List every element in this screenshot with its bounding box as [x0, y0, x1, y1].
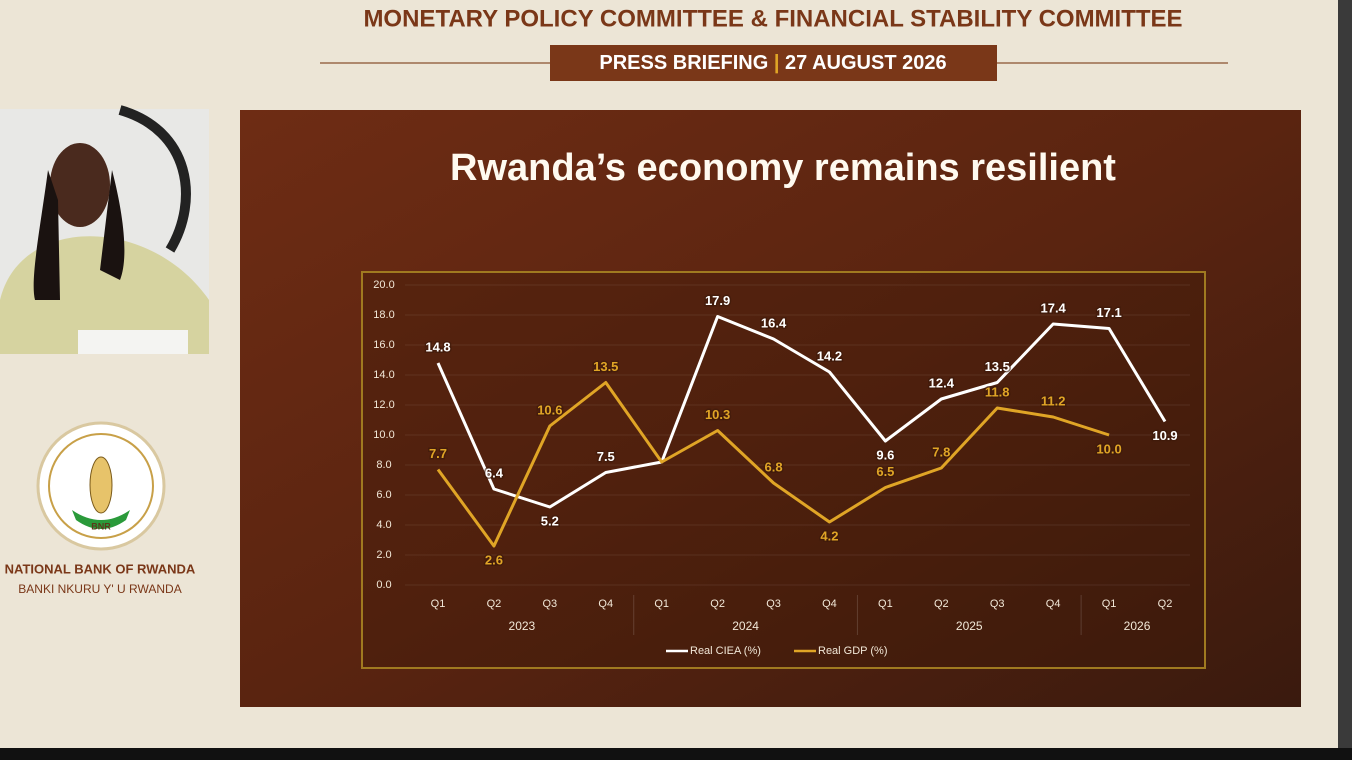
banner-left: PRESS BRIEFING: [599, 52, 768, 74]
x-group-label: 2023: [509, 619, 536, 633]
banner-right: 27 AUGUST 2026: [785, 52, 947, 74]
header-title: MONETARY POLICY COMMITTEE & FINANCIAL ST…: [363, 5, 1182, 32]
y-tick-label: 0.0: [376, 579, 391, 591]
data-label: 6.5: [876, 464, 894, 479]
x-group-label: 2026: [1124, 619, 1151, 633]
data-label: 17.1: [1096, 305, 1121, 320]
slide: [240, 110, 1301, 707]
data-label: 14.8: [425, 339, 450, 354]
data-label: 17.9: [705, 293, 730, 308]
x-tick-label: Q3: [543, 598, 558, 610]
y-tick-label: 16.0: [373, 339, 394, 351]
y-tick-label: 6.0: [376, 489, 391, 501]
data-label: 7.5: [597, 449, 615, 464]
x-tick-label: Q1: [431, 598, 446, 610]
banner: [550, 45, 997, 81]
y-tick-label: 2.0: [376, 549, 391, 561]
x-group-label: 2024: [732, 619, 759, 633]
x-tick-label: Q2: [710, 598, 725, 610]
speaker-video: [0, 105, 209, 354]
x-tick-label: Q2: [1158, 598, 1173, 610]
data-label: 7.7: [429, 446, 447, 461]
data-label: 17.4: [1040, 300, 1066, 315]
data-label: 10.6: [537, 402, 562, 417]
logo-text: BNR: [91, 521, 111, 531]
data-label: 11.2: [1041, 393, 1066, 408]
bank-logo: BNR: [36, 421, 166, 551]
y-tick-label: 14.0: [373, 369, 394, 381]
x-tick-label: Q1: [1102, 598, 1117, 610]
data-label: 13.5: [593, 359, 618, 374]
y-tick-label: 10.0: [373, 429, 394, 441]
data-label: 4.2: [820, 528, 838, 543]
data-label: 10.9: [1152, 428, 1177, 443]
banner-separator: |: [774, 52, 780, 74]
data-label: 11.8: [985, 384, 1010, 399]
x-tick-label: Q2: [487, 598, 502, 610]
x-tick-label: Q1: [654, 598, 669, 610]
x-tick-label: Q4: [822, 598, 837, 610]
data-label: 9.6: [876, 447, 894, 462]
x-tick-label: Q4: [598, 598, 613, 610]
bank-name: NATIONAL BANK OF RWANDA: [5, 561, 196, 576]
plot: 0.0 2.0 4.0 6.0 8.0 10.0 12.0 14.0 16.0 18.0 20.0 Q…: [373, 279, 1190, 657]
logo-inner: [48, 433, 154, 539]
bottom-strip: [0, 748, 1352, 760]
x-tick-label: Q3: [990, 598, 1005, 610]
data-label: 10.0: [1096, 441, 1121, 456]
data-label: 10.3: [705, 407, 730, 422]
desk-sign: [78, 330, 188, 354]
y-tick-label: 4.0: [376, 519, 391, 531]
logo-shield: [89, 456, 113, 514]
series-line: [436, 381, 1110, 548]
x-tick-label: Q2: [934, 598, 949, 610]
banner-text: PRESS BRIEFING | 27 AUGUST 2026: [599, 52, 946, 74]
data-label: 6.4: [485, 465, 504, 480]
speaker-hair: [33, 170, 125, 300]
legend-label: Real GDP (%): [818, 645, 887, 657]
bank-name-local: BANKI NKURU Y' U RWANDA: [18, 582, 181, 596]
series-line: [436, 315, 1167, 509]
data-label: 2.6: [485, 552, 503, 567]
data-label: 7.8: [932, 444, 950, 459]
y-tick-label: 18.0: [373, 309, 394, 321]
data-label: 16.4: [761, 315, 787, 330]
x-group-label: 2025: [956, 619, 983, 633]
legend-label: Real CIEA (%): [690, 645, 761, 657]
data-label: 5.2: [541, 513, 559, 528]
video-backdrop: [118, 105, 191, 253]
side-strip: [1338, 0, 1352, 760]
data-label: 12.4: [929, 375, 955, 390]
data-label: 14.2: [817, 348, 842, 363]
chart-frame: [361, 271, 1206, 669]
data-label: 13.5: [985, 359, 1010, 374]
x-tick-label: Q4: [1046, 598, 1061, 610]
logo-ribbon: [72, 510, 130, 529]
x-tick-label: Q3: [766, 598, 781, 610]
y-tick-label: 20.0: [373, 279, 394, 291]
speaker-head: [50, 143, 110, 227]
chart-title: Rwanda’s economy remains resilient: [450, 147, 1116, 189]
y-tick-label: 8.0: [376, 459, 391, 471]
data-label: 6.8: [764, 459, 782, 474]
x-tick-label: Q1: [878, 598, 893, 610]
y-tick-label: 12.0: [373, 399, 394, 411]
